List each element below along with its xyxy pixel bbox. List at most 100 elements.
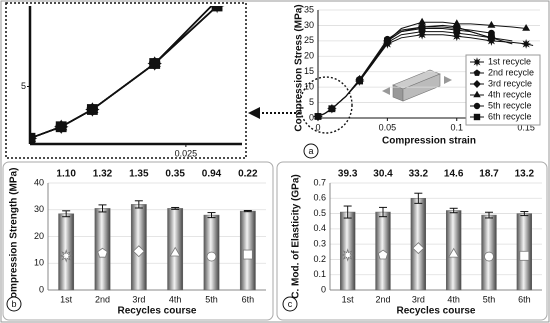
legend-label: 2nd recycle (488, 67, 534, 77)
inset-frame (5, 2, 247, 159)
y-axis-title: C. Mod. of Elasticity (GPa) (291, 174, 302, 298)
y-tick-label: 20 (304, 51, 314, 61)
specimen-illustration (382, 69, 452, 102)
x-tick-label: 0.1 (450, 122, 463, 132)
y-tick-label: 10 (304, 82, 314, 92)
x-tick-label: 4th (447, 294, 460, 304)
panel-label: a (308, 146, 313, 156)
y-tick-label: 10 (34, 258, 44, 268)
marker (30, 132, 36, 144)
marker (473, 102, 481, 110)
error-label: 30.4 (373, 169, 393, 180)
marker (242, 249, 253, 260)
y-tick-label: 35 (304, 4, 314, 14)
marker (356, 77, 364, 85)
series-line (317, 28, 492, 117)
y-tick-label: 0.7 (313, 177, 326, 187)
marker (383, 37, 391, 45)
marker (473, 80, 481, 88)
marker (211, 6, 223, 12)
marker (473, 113, 481, 121)
y-tick-label: 20 (34, 231, 44, 241)
marker (412, 242, 425, 255)
x-axis-title: Recycles course (397, 306, 476, 317)
error-label: 18.7 (479, 169, 499, 180)
marker (522, 24, 531, 31)
y-tick-label: 0 (39, 284, 44, 294)
marker (86, 104, 98, 115)
panel-label-circle (6, 296, 22, 312)
marker (473, 69, 481, 76)
x-tick-label: 6th (518, 294, 531, 304)
error-label: 39.3 (338, 169, 358, 180)
y-tick-label: 0.3 (313, 239, 326, 249)
legend-label: 5th recycle (488, 100, 532, 110)
error-label: 14.6 (444, 169, 464, 180)
marker (521, 38, 532, 49)
marker (472, 57, 482, 67)
plot (313, 17, 534, 122)
panel-c-frame (276, 161, 548, 321)
error-label: 13.2 (515, 169, 535, 180)
x-tick-label: 3rd (132, 294, 145, 304)
marker (448, 247, 460, 258)
marker (328, 105, 336, 113)
y-tick-label: 0.2 (313, 254, 326, 264)
error-label: 33.2 (409, 169, 429, 180)
marker (484, 251, 494, 262)
y-axis-title: Compression Stress (MPa) (294, 4, 305, 131)
legend-label: 3rd recycle (488, 78, 532, 88)
legend-box (465, 54, 541, 126)
x-tick-label: 5th (483, 294, 496, 304)
panel-label: c (288, 299, 293, 309)
y-axis-title: Compression Strength (MPa) (9, 168, 20, 306)
panel-b-frame (2, 161, 274, 321)
y-tick-label: 0 (321, 284, 326, 294)
x-tick-label: 2nd (95, 294, 110, 304)
x-axis-title: Compression strain (382, 136, 476, 147)
y-tick-label: 15 (304, 66, 314, 76)
marker (59, 249, 73, 263)
y-tick-label: 5 (21, 81, 26, 91)
marker (473, 90, 481, 98)
x-tick-label: 1st (342, 294, 355, 304)
x-tick-label: 1st (60, 294, 73, 304)
legend-label: 4th recycle (488, 89, 532, 99)
panel-label-circle (303, 143, 319, 159)
y-tick-label: 30 (34, 204, 44, 214)
marker (169, 246, 181, 257)
y-tick-label: 0.4 (313, 223, 326, 233)
error-label: 0.22 (238, 169, 258, 180)
zoom-circle (299, 76, 353, 134)
marker (488, 34, 495, 42)
marker (418, 25, 426, 32)
zoom-arrow-head (248, 107, 260, 119)
panel-label-circle (282, 296, 298, 312)
y-tick-label: 40 (34, 177, 44, 187)
x-axis-title: Recycles course (118, 306, 197, 317)
marker (132, 245, 145, 258)
marker (97, 247, 108, 258)
marker (519, 250, 530, 261)
marker (453, 26, 461, 34)
error-label: 0.94 (202, 169, 222, 180)
x-tick-label: 2nd (375, 294, 390, 304)
x-tick-label: 4th (169, 294, 182, 304)
legend-label: 1st recycle (488, 56, 531, 66)
error-label: 1.10 (56, 169, 76, 180)
marker (206, 251, 217, 262)
error-label: 1.32 (93, 169, 113, 180)
marker (340, 248, 355, 262)
panel-label: b (11, 299, 16, 309)
y-tick-label: 25 (304, 35, 314, 45)
x-tick-label: 0.15 (517, 122, 535, 132)
marker (55, 121, 67, 133)
x-tick-label: 3rd (412, 294, 425, 304)
y-tick-label: 0.5 (313, 208, 326, 218)
x-tick-label: 0.025 (175, 148, 198, 158)
marker (418, 17, 426, 25)
error-label: 1.35 (129, 169, 149, 180)
y-tick-label: 0 (309, 112, 314, 122)
marker (487, 20, 496, 28)
